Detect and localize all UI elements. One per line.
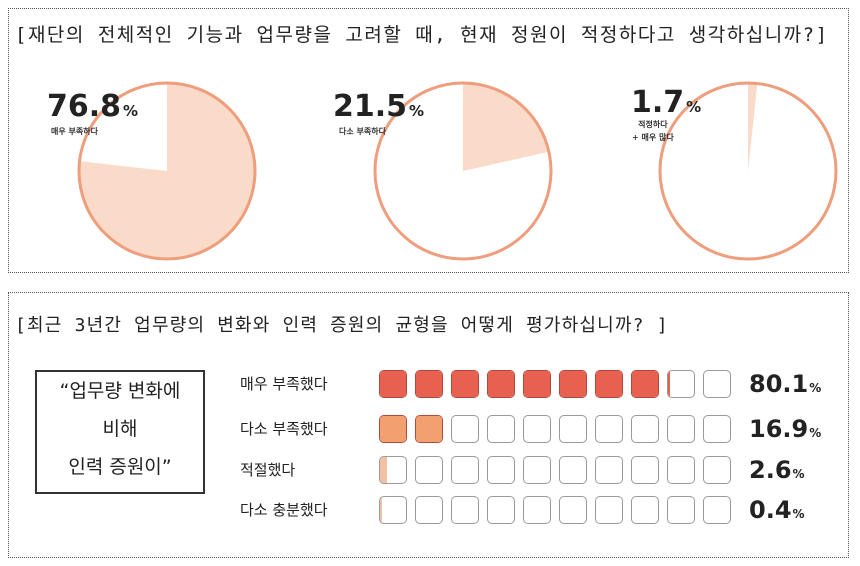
box-fill bbox=[380, 371, 406, 397]
question-2-panel: [최근 3년간 업무량의 변화와 인력 증원의 균형을 어떻게 평가하십니까? … bbox=[8, 292, 849, 558]
bar-row: 다소 부족했다 16.9% bbox=[219, 415, 839, 445]
value-box bbox=[523, 370, 551, 398]
pie-chart-2 bbox=[373, 81, 553, 261]
pie-chart-1 bbox=[77, 81, 257, 261]
pie-1-value: 76.8% bbox=[47, 89, 139, 124]
value-box bbox=[415, 496, 443, 524]
pie-3-label: 적정하다 + 매우 많다 bbox=[632, 120, 674, 142]
pie-slice bbox=[748, 83, 758, 171]
row-value: 0.4% bbox=[749, 496, 805, 524]
box-fill bbox=[416, 371, 442, 397]
value-box bbox=[667, 456, 695, 484]
row-label: 다소 부족했다 bbox=[240, 420, 328, 438]
value-box bbox=[703, 456, 731, 484]
box-fill bbox=[524, 371, 550, 397]
value-box bbox=[631, 370, 659, 398]
value-box bbox=[487, 370, 515, 398]
pie-slice bbox=[463, 83, 549, 171]
box-fill bbox=[380, 457, 387, 483]
box-track bbox=[379, 415, 731, 445]
value-box bbox=[559, 370, 587, 398]
box-fill bbox=[632, 371, 658, 397]
value-box bbox=[415, 370, 443, 398]
question-1-title: [재단의 전체적인 기능과 업무량을 고려할 때, 현재 정원이 적정하다고 생… bbox=[15, 24, 829, 46]
pie-1-label: 매우 부족하다 bbox=[51, 127, 98, 136]
value-box bbox=[487, 415, 515, 443]
row-label: 다소 충분했다 bbox=[240, 501, 328, 519]
value-box bbox=[451, 456, 479, 484]
bar-row: 매우 부족했다 80.1% bbox=[219, 370, 839, 400]
value-box bbox=[523, 415, 551, 443]
box-track bbox=[379, 496, 731, 526]
value-box bbox=[595, 456, 623, 484]
value-box bbox=[667, 370, 695, 398]
pie-2-label: 다소 부족하다 bbox=[339, 127, 386, 136]
value-box bbox=[379, 456, 407, 484]
value-box bbox=[487, 496, 515, 524]
box-fill bbox=[452, 371, 478, 397]
value-box bbox=[703, 370, 731, 398]
value-box bbox=[595, 496, 623, 524]
value-box bbox=[523, 496, 551, 524]
value-box bbox=[667, 415, 695, 443]
box-fill bbox=[380, 416, 406, 442]
value-box bbox=[523, 456, 551, 484]
pie-chart-3 bbox=[658, 81, 838, 261]
value-box bbox=[667, 496, 695, 524]
value-box bbox=[631, 456, 659, 484]
box-track bbox=[379, 370, 731, 400]
value-box bbox=[631, 496, 659, 524]
value-box bbox=[415, 456, 443, 484]
pie-3-value: 1.7% bbox=[631, 85, 702, 120]
row-label: 매우 부족했다 bbox=[240, 375, 328, 393]
quote-box: “업무량 변화에 비해 인력 증원이” bbox=[35, 370, 205, 494]
value-box bbox=[595, 415, 623, 443]
pie-slice bbox=[78, 83, 255, 259]
question-1-panel: [재단의 전체적인 기능과 업무량을 고려할 때, 현재 정원이 적정하다고 생… bbox=[8, 8, 849, 273]
value-box bbox=[379, 496, 407, 524]
quote-line-1: “업무량 변화에 bbox=[59, 380, 181, 402]
value-box bbox=[487, 456, 515, 484]
box-track bbox=[379, 456, 731, 486]
box-fill bbox=[668, 371, 671, 397]
box-fill bbox=[488, 371, 514, 397]
value-box bbox=[379, 415, 407, 443]
pie-2-value: 21.5% bbox=[333, 89, 425, 124]
value-box bbox=[559, 456, 587, 484]
value-box bbox=[559, 496, 587, 524]
box-fill bbox=[596, 371, 622, 397]
pie-outline bbox=[373, 81, 553, 261]
row-label: 적절했다 bbox=[240, 461, 296, 479]
value-box bbox=[451, 370, 479, 398]
row-value: 2.6% bbox=[749, 456, 805, 484]
value-box bbox=[451, 415, 479, 443]
value-box bbox=[559, 415, 587, 443]
row-value: 16.9% bbox=[749, 415, 822, 443]
box-fill bbox=[416, 416, 442, 442]
quote-line-2: 비해 bbox=[102, 418, 138, 440]
pie-outline bbox=[658, 81, 838, 261]
value-box bbox=[595, 370, 623, 398]
row-value: 80.1% bbox=[749, 370, 822, 398]
value-box bbox=[379, 370, 407, 398]
value-box bbox=[415, 415, 443, 443]
box-fill bbox=[560, 371, 586, 397]
value-box bbox=[631, 415, 659, 443]
pie-outline bbox=[77, 81, 257, 261]
quote-line-3: 인력 증원이” bbox=[68, 456, 172, 478]
bar-row: 다소 충분했다 0.4% bbox=[219, 496, 839, 526]
value-box bbox=[703, 415, 731, 443]
box-fill bbox=[380, 497, 383, 523]
question-2-title: [최근 3년간 업무량의 변화와 인력 증원의 균형을 어떻게 평가하십니까? … bbox=[15, 315, 669, 336]
bar-row: 적절했다 2.6% bbox=[219, 456, 839, 486]
value-box bbox=[451, 496, 479, 524]
value-box bbox=[703, 496, 731, 524]
